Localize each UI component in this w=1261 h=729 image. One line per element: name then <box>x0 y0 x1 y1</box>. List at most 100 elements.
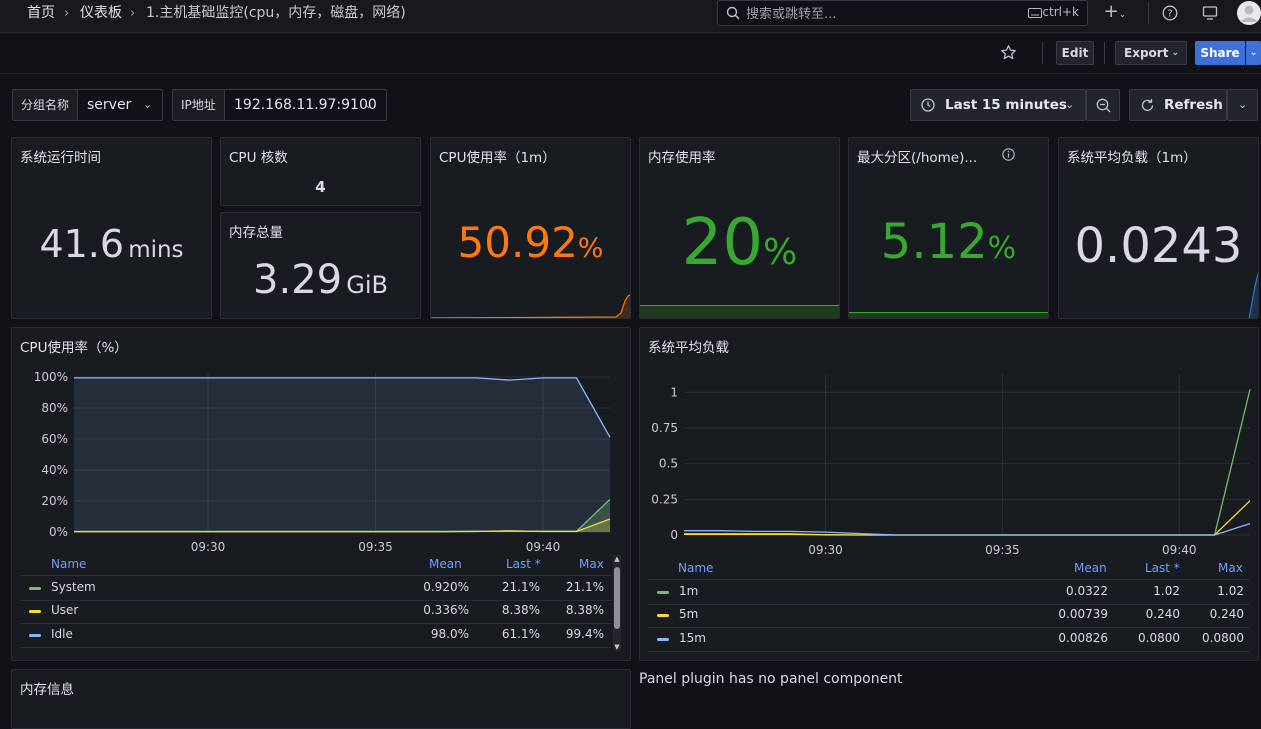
variable-ip[interactable]: IP地址 192.168.11.97:9100 ⌄ <box>172 89 387 121</box>
panel-title: CPU 核数 <box>229 150 288 166</box>
stat-panel-uptime[interactable]: 系统运行时间 41.6 mins <box>11 137 212 319</box>
edit-button[interactable]: Edit <box>1056 41 1094 65</box>
info-icon[interactable] <box>1002 148 1015 161</box>
refresh-label: Refresh <box>1164 97 1223 113</box>
chevron-down-icon: ⌄ <box>364 98 374 111</box>
refresh-button[interactable]: Refresh <box>1129 89 1227 121</box>
series-line <box>684 389 1251 536</box>
stat-unit: GiB <box>346 271 388 299</box>
panel-title: 内存总量 <box>229 225 283 241</box>
legend-mean: 0.0322 <box>1066 584 1108 598</box>
scroll-up-icon[interactable]: ▲ <box>614 555 620 563</box>
stat-panel-mem-usage[interactable]: 内存使用率 20% <box>639 137 840 319</box>
legend-row[interactable]: 5m 0.00739 0.240 0.240 <box>648 603 1250 628</box>
stat-panel-mem-total[interactable]: 内存总量 3.29 GiB <box>220 212 421 319</box>
legend-header-max[interactable]: Max <box>1218 561 1243 575</box>
legend-header-name[interactable]: Name <box>51 557 87 571</box>
legend-mean: 0.00826 <box>1058 631 1108 645</box>
stat-unit: % <box>763 232 798 273</box>
stat-value: 5.12% <box>849 214 1048 270</box>
legend-row[interactable]: 15m 0.00826 0.0800 0.0800 <box>648 627 1250 652</box>
stat-panel-max-partition[interactable]: 最大分区(/home)... 5.12% <box>848 137 1049 319</box>
y-tick-label: 0% <box>49 525 68 539</box>
y-tick-label: 1 <box>670 385 678 399</box>
time-range-picker[interactable]: Last 15 minutes ⌄ <box>910 89 1086 121</box>
panel-title: CPU使用率（1m） <box>439 150 556 166</box>
legend-header-last[interactable]: Last * <box>1145 561 1180 575</box>
avatar[interactable] <box>1237 1 1261 25</box>
x-tick-label: 09:40 <box>1162 543 1197 557</box>
cpu-usage-panel[interactable]: CPU使用率（%） 0% 20% 40% 60% 80% 100% 09:30 09:35 09… <box>11 327 631 661</box>
plugin-error-message: Panel plugin has no panel component <box>639 671 903 687</box>
variable-value: 192.168.11.97:9100 <box>234 97 377 113</box>
stat-panel-load-avg[interactable]: 系统平均负载（1m） 0.0243 <box>1058 137 1259 319</box>
legend-max: 1.02 <box>1217 584 1244 598</box>
y-tick-label: 0 <box>670 528 678 542</box>
legend-row[interactable]: Idle 98.0% 61.1% 99.4% <box>20 623 612 648</box>
x-tick-label: 09:40 <box>526 540 561 554</box>
memory-info-panel[interactable]: 内存信息 <box>11 669 631 729</box>
legend-scrollbar[interactable]: ▲ ▼ <box>613 555 621 651</box>
panel-title: 系统运行时间 <box>20 150 101 166</box>
legend-last: 21.1% <box>501 580 540 594</box>
variable-group[interactable]: 分组名称 server ⌄ <box>12 89 163 121</box>
news-icon[interactable] <box>1202 5 1218 21</box>
chevron-down-icon: ⌄ <box>1171 48 1179 58</box>
divider <box>1042 42 1043 64</box>
share-menu-button[interactable]: ⌄ <box>1246 41 1261 65</box>
add-menu-button[interactable]: +⌄ <box>1100 0 1130 27</box>
legend-last: 8.38% <box>501 603 540 617</box>
legend-name: System <box>51 580 96 594</box>
breadcrumb-dashboards[interactable]: 仪表板 <box>80 5 122 21</box>
cpu-usage-chart[interactable]: 0% 20% 40% 60% 80% 100% 09:30 09:35 09:40 <box>12 358 631 558</box>
x-tick-label: 09:30 <box>808 543 843 557</box>
legend-row[interactable]: User 0.336% 8.38% 8.38% <box>20 599 612 624</box>
scroll-down-icon[interactable]: ▼ <box>614 643 620 651</box>
x-tick-label: 09:35 <box>358 540 393 554</box>
legend-swatch <box>657 638 669 641</box>
load-average-chart[interactable]: 0 0.25 0.5 0.75 1 09:30 09:35 09:40 <box>640 358 1259 563</box>
legend-header-mean[interactable]: Mean <box>1074 561 1107 575</box>
refresh-interval-button[interactable]: ⌄ <box>1227 89 1258 121</box>
legend-header-max[interactable]: Max <box>579 557 604 571</box>
load-average-panel[interactable]: 系统平均负载 0 0.25 0.5 0.75 1 09:30 09:35 09:40 Name… <box>639 327 1259 661</box>
zoom-out-button[interactable] <box>1086 89 1120 121</box>
breadcrumb-home[interactable]: 首页 <box>27 5 55 21</box>
share-button[interactable]: Share <box>1195 41 1245 65</box>
sparkline <box>431 294 630 318</box>
y-tick-label: 40% <box>41 463 68 477</box>
series-line <box>74 377 611 438</box>
stat-value: 20% <box>640 206 839 280</box>
legend-row[interactable]: 1m 0.0322 1.02 1.02 <box>648 579 1250 605</box>
star-icon[interactable] <box>1000 44 1017 61</box>
sparkline <box>849 312 1048 318</box>
legend-name: 15m <box>679 631 706 645</box>
stat-panel-cpu-cores[interactable]: CPU 核数 4 <box>220 137 421 206</box>
keyboard-icon <box>1028 8 1042 18</box>
export-button[interactable]: Export ⌄ <box>1115 41 1187 65</box>
legend-row[interactable]: System 0.920% 21.1% 21.1% <box>20 575 612 601</box>
y-tick-label: 0.5 <box>659 457 678 471</box>
stat-number: 20 <box>681 206 764 280</box>
panel-title: 内存使用率 <box>648 150 716 166</box>
help-icon[interactable]: ? <box>1162 5 1178 21</box>
chevron-down-icon: ⌄ <box>1118 10 1127 20</box>
series-line <box>74 518 611 533</box>
dashboard-toolbar: Edit Export ⌄ Share ⌄ <box>0 33 1261 74</box>
chevron-down-icon: ⌄ <box>1238 98 1248 111</box>
time-range-label: Last 15 minutes <box>945 97 1067 113</box>
chevron-down-icon: ⌄ <box>1065 98 1075 111</box>
search-input[interactable] <box>744 3 1018 25</box>
legend-last: 0.0800 <box>1138 631 1180 645</box>
legend-header-mean[interactable]: Mean <box>429 557 462 571</box>
scrollbar-thumb[interactable] <box>614 567 620 629</box>
legend-header-name[interactable]: Name <box>678 561 714 575</box>
stat-panel-cpu-usage[interactable]: CPU使用率（1m） 50.92% <box>430 137 631 319</box>
legend-header-last[interactable]: Last * <box>506 557 541 571</box>
chevron-down-icon: ⌄ <box>143 98 153 111</box>
stat-value: 41.6 mins <box>12 222 211 266</box>
stat-value: 0.0243 <box>1074 218 1243 274</box>
search-box[interactable]: ctrl+k <box>717 0 1088 26</box>
stat-value: 4 <box>315 178 326 196</box>
series-line <box>684 522 1251 536</box>
